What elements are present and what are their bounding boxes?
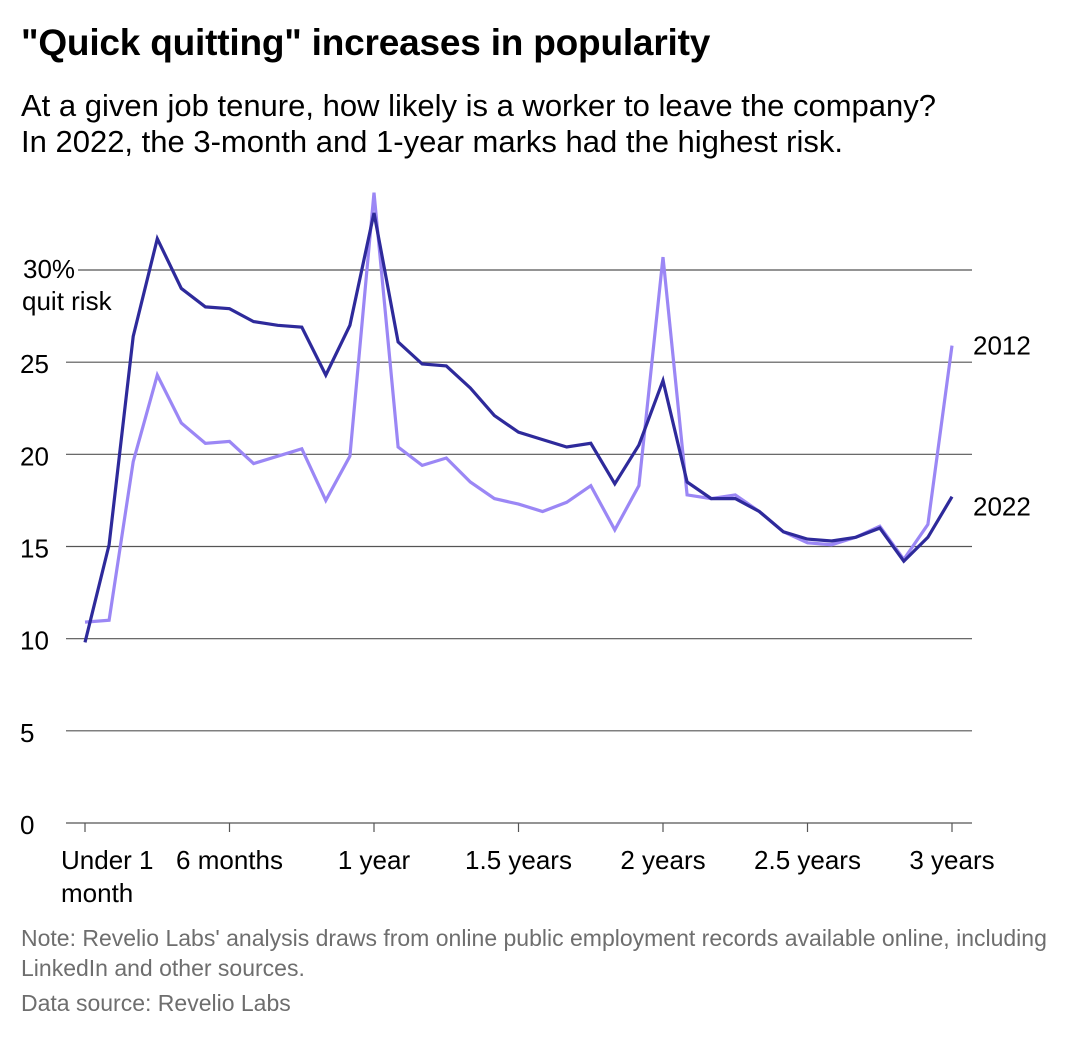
series-line-2012 <box>84 192 954 624</box>
y-tick-label-5: 5 <box>20 718 34 748</box>
x-tick-label-3: 1.5 years <box>465 845 572 875</box>
chart-subtitle: At a given job tenure, how likely is a w… <box>21 88 1071 160</box>
y-unit-label-value: 30% <box>23 254 75 284</box>
chart-title: "Quick quitting" increases in popularity <box>21 22 711 63</box>
x-tick-label-0-line-2: month <box>61 878 133 908</box>
series-line-2022 <box>83 212 954 643</box>
series-label-2012: 2012 <box>973 331 1031 361</box>
y-tick-label-15: 15 <box>20 534 49 564</box>
subtitle-line-1: At a given job tenure, how likely is a w… <box>21 88 936 123</box>
x-tick-label-6: 3 years <box>909 845 994 875</box>
series-label-2022: 2022 <box>973 492 1031 522</box>
footnote: Note: Revelio Labs' analysis draws from … <box>21 925 1047 981</box>
x-tick-label-5: 2.5 years <box>754 845 861 875</box>
y-tick-label-25: 25 <box>20 349 49 379</box>
x-tick-label-2: 1 year <box>338 845 411 875</box>
y-unit-label-text: quit risk <box>22 286 113 316</box>
x-tick-label-0-line-1: Under 1 <box>61 845 154 875</box>
y-tick-label-10: 10 <box>20 626 49 656</box>
x-tick-label-1: 6 months <box>176 845 283 875</box>
x-tick-label-4: 2 years <box>620 845 705 875</box>
y-tick-label-20: 20 <box>20 441 49 471</box>
subtitle-line-2: In 2022, the 3-month and 1-year marks ha… <box>21 124 843 159</box>
data-source: Data source: Revelio Labs <box>21 990 291 1016</box>
y-tick-label-0: 0 <box>20 810 34 840</box>
